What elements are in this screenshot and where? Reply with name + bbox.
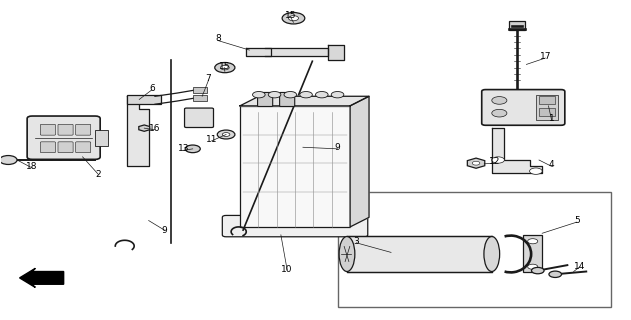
Polygon shape [246,49,271,56]
FancyBboxPatch shape [27,116,100,159]
Circle shape [529,168,542,174]
FancyBboxPatch shape [40,124,56,135]
Circle shape [492,109,507,117]
Circle shape [0,156,17,164]
Bar [192,95,206,101]
Circle shape [492,97,507,104]
Bar [95,130,108,146]
Circle shape [282,12,305,24]
Circle shape [217,130,235,139]
Text: 15: 15 [285,11,296,20]
FancyBboxPatch shape [76,124,91,135]
FancyBboxPatch shape [280,92,295,107]
Text: 2: 2 [95,170,101,179]
Bar [523,235,542,271]
Circle shape [222,132,230,136]
Polygon shape [20,268,64,287]
Bar [338,192,611,307]
Bar [539,96,555,104]
Circle shape [528,239,538,244]
Bar [539,108,555,116]
Polygon shape [240,96,369,106]
Polygon shape [350,96,369,227]
Circle shape [220,65,229,70]
Circle shape [288,16,298,21]
Circle shape [284,92,297,98]
Text: 11: 11 [206,135,217,144]
Bar [347,236,492,271]
Circle shape [215,62,235,73]
Bar [240,106,350,227]
FancyBboxPatch shape [76,142,91,153]
Bar [192,87,206,93]
Text: 17: 17 [540,52,551,61]
Circle shape [472,161,480,165]
Text: FR.: FR. [48,272,64,281]
Text: 14: 14 [574,262,586,271]
Text: 4: 4 [549,160,555,169]
FancyBboxPatch shape [40,142,56,153]
FancyBboxPatch shape [257,92,273,107]
Circle shape [331,92,344,98]
Text: 13: 13 [177,144,189,153]
Ellipse shape [339,236,355,271]
Polygon shape [328,45,344,60]
FancyBboxPatch shape [58,124,73,135]
Text: 3: 3 [353,237,359,246]
Text: 7: 7 [206,74,211,83]
Text: 5: 5 [574,216,580,225]
Circle shape [252,92,265,98]
Circle shape [316,92,328,98]
Text: 15: 15 [218,61,230,70]
Circle shape [531,268,544,274]
Text: 12: 12 [489,157,500,166]
Bar [509,21,524,30]
Circle shape [268,92,281,98]
Text: 6: 6 [149,84,155,93]
Bar [127,95,162,104]
Circle shape [549,271,562,277]
Polygon shape [492,128,542,173]
Text: 9: 9 [162,226,167,235]
Circle shape [492,157,504,163]
Text: 16: 16 [149,124,161,132]
FancyBboxPatch shape [184,108,213,127]
FancyBboxPatch shape [58,142,73,153]
Ellipse shape [484,236,500,271]
Circle shape [300,92,312,98]
FancyBboxPatch shape [481,90,565,125]
Polygon shape [265,49,328,56]
Text: 9: 9 [334,143,340,152]
Bar [536,95,558,120]
Text: 18: 18 [27,162,38,171]
Circle shape [528,264,538,269]
Text: 8: 8 [215,35,221,44]
Polygon shape [127,96,149,166]
Text: 1: 1 [549,114,555,123]
Circle shape [185,145,200,153]
FancyBboxPatch shape [222,215,368,237]
Text: 10: 10 [281,265,293,275]
